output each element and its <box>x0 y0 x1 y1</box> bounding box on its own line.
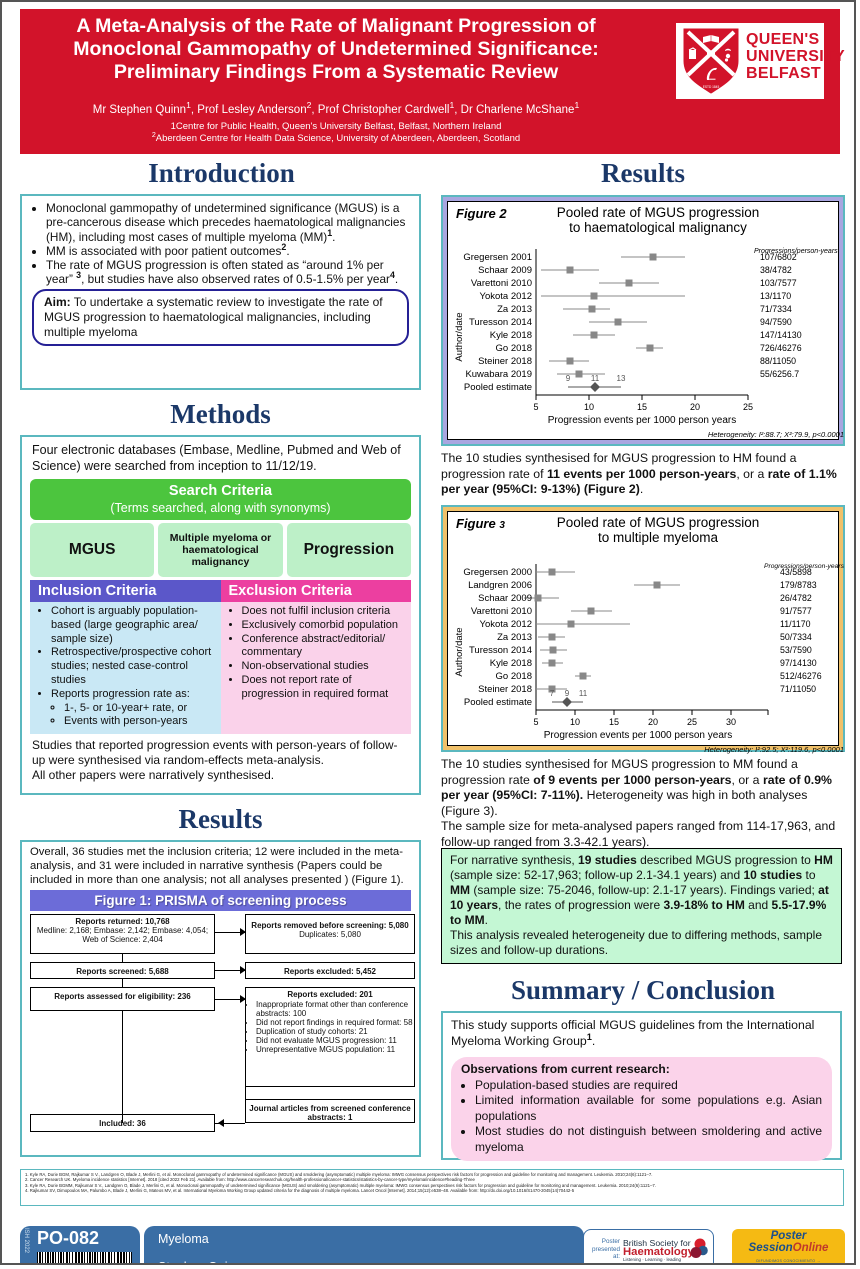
svg-text:Steiner 2018: Steiner 2018 <box>478 356 532 367</box>
svg-text:Kyle 2018: Kyle 2018 <box>490 658 532 669</box>
svg-text:ESTD 1845: ESTD 1845 <box>703 85 720 89</box>
svg-text:Turesson 2014: Turesson 2014 <box>469 645 532 656</box>
svg-text:11: 11 <box>591 374 600 383</box>
svg-text:13/1170: 13/1170 <box>760 291 791 301</box>
svg-text:11/1170: 11/1170 <box>780 619 811 629</box>
svg-text:Kyle 2018: Kyle 2018 <box>490 330 532 341</box>
svg-text:Heterogeneity: I²:92.5; X²:119: Heterogeneity: I²:92.5; X²:119.6, p<0.00… <box>704 745 844 754</box>
svg-text:53/7590: 53/7590 <box>780 645 812 655</box>
svg-text:Kuwabara 2019: Kuwabara 2019 <box>465 369 532 380</box>
svg-text:Varettoni 2010: Varettoni 2010 <box>471 606 532 617</box>
svg-text:Yokota 2012: Yokota 2012 <box>480 291 532 302</box>
svg-text:Za 2013: Za 2013 <box>497 304 532 315</box>
svg-text:147/14130: 147/14130 <box>760 330 802 340</box>
svg-text:91/7577: 91/7577 <box>780 606 812 616</box>
svg-text:Gregersen 2001: Gregersen 2001 <box>463 252 532 263</box>
svg-text:71/11050: 71/11050 <box>780 684 816 694</box>
svg-text:15: 15 <box>637 402 647 412</box>
svg-text:11: 11 <box>579 689 588 698</box>
svg-text:50/7334: 50/7334 <box>780 632 812 642</box>
svg-text:30: 30 <box>726 717 736 727</box>
svg-text:97/14130: 97/14130 <box>780 658 817 668</box>
svg-text:Progression events per 1000 pe: Progression events per 1000 person years <box>548 415 736 426</box>
svg-text:Pooled estimate: Pooled estimate <box>464 697 532 708</box>
svg-text:43/5898: 43/5898 <box>780 567 812 577</box>
svg-text:Gregersen 2000: Gregersen 2000 <box>463 567 532 578</box>
svg-text:Progression events per 1000 pe: Progression events per 1000 person years <box>544 730 732 741</box>
svg-text:Varettoni 2010: Varettoni 2010 <box>471 278 532 289</box>
svg-text:55/6256.7: 55/6256.7 <box>760 369 799 379</box>
svg-text:107/6802: 107/6802 <box>760 252 797 262</box>
svg-text:25: 25 <box>687 717 697 727</box>
svg-text:9: 9 <box>565 689 570 698</box>
svg-text:Go 2018: Go 2018 <box>496 671 532 682</box>
svg-text:71/7334: 71/7334 <box>760 304 792 314</box>
svg-text:Heterogeneity: I²:88.7; X²:79.: Heterogeneity: I²:88.7; X²:79.9, p<0.000… <box>708 430 844 439</box>
svg-text:13: 13 <box>617 374 626 383</box>
svg-text:94/7590: 94/7590 <box>760 317 792 327</box>
svg-text:Schaar 2009: Schaar 2009 <box>478 265 532 276</box>
svg-text:103/7577: 103/7577 <box>760 278 797 288</box>
svg-text:10: 10 <box>570 717 580 727</box>
svg-text:5: 5 <box>533 402 538 412</box>
svg-text:726/46276: 726/46276 <box>760 343 802 353</box>
svg-text:25: 25 <box>743 402 753 412</box>
svg-text:38/4782: 38/4782 <box>760 265 792 275</box>
svg-text:Steiner 2018: Steiner 2018 <box>478 684 532 695</box>
svg-text:Go 2018: Go 2018 <box>496 343 532 354</box>
svg-text:7: 7 <box>550 689 555 698</box>
svg-text:10: 10 <box>584 402 594 412</box>
svg-text:26/4782: 26/4782 <box>780 593 812 603</box>
svg-text:88/11050: 88/11050 <box>760 356 796 366</box>
svg-text:179/8783: 179/8783 <box>780 580 817 590</box>
svg-text:Schaar 2009: Schaar 2009 <box>478 593 532 604</box>
svg-text:Yokota 2012: Yokota 2012 <box>480 619 532 630</box>
svg-text:512/46276: 512/46276 <box>780 671 822 681</box>
svg-text:20: 20 <box>648 717 658 727</box>
svg-text:Author/date: Author/date <box>454 627 465 676</box>
svg-text:15: 15 <box>609 717 619 727</box>
svg-text:Pooled estimate: Pooled estimate <box>464 382 532 393</box>
svg-text:9: 9 <box>566 374 571 383</box>
svg-text:20: 20 <box>690 402 700 412</box>
svg-text:Landgren 2006: Landgren 2006 <box>468 580 532 591</box>
svg-text:5: 5 <box>533 717 538 727</box>
svg-text:Author/date: Author/date <box>454 312 465 361</box>
svg-text:Za 2013: Za 2013 <box>497 632 532 643</box>
svg-text:Turesson 2014: Turesson 2014 <box>469 317 532 328</box>
